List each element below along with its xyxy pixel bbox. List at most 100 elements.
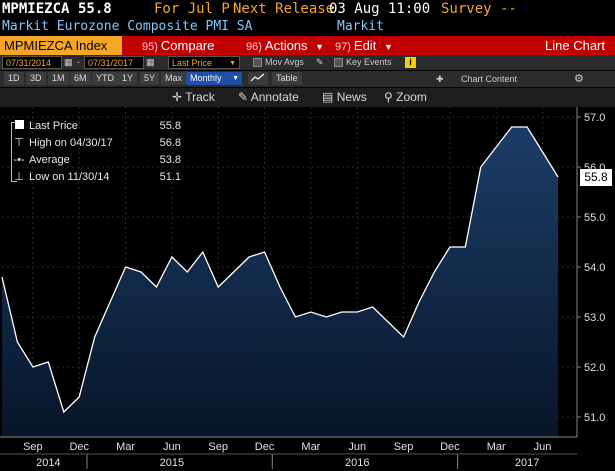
pencil-icon[interactable]: ✎ bbox=[316, 57, 324, 67]
x-tick-label: Mar bbox=[116, 441, 135, 453]
legend-last-row: Last Price 55.8 bbox=[11, 118, 181, 135]
period-button-3d[interactable]: 3D bbox=[26, 72, 46, 85]
y-tick-label: 55.0 bbox=[584, 212, 605, 224]
legend-high-value: 56.8 bbox=[159, 137, 181, 149]
news-tool[interactable]: ▤ News bbox=[322, 88, 367, 107]
last-price-tag: 55.8 bbox=[580, 168, 612, 186]
actions-button[interactable]: 96) Actions ▼ bbox=[242, 36, 328, 55]
next-release-date: 03 Aug 11:00 bbox=[329, 1, 431, 17]
year-label: 2015 bbox=[160, 457, 184, 469]
header-row-2: Markit Eurozone Composite PMI SA Markit bbox=[0, 18, 615, 35]
tools-toolbar: ✛ Track ✎ Annotate ▤ News ⚲ Zoom bbox=[0, 88, 615, 107]
actions-label: Actions bbox=[264, 38, 308, 53]
period-button-ytd[interactable]: YTD bbox=[92, 72, 118, 85]
y-tick-label: 52.0 bbox=[584, 362, 605, 374]
chart-area[interactable]: 51.052.053.054.055.056.057.0 SepDecMarJu… bbox=[0, 107, 615, 471]
period-button-6m[interactable]: 6M bbox=[70, 72, 91, 85]
chevron-down-icon: ▼ bbox=[232, 75, 239, 82]
year-label: 2016 bbox=[345, 457, 369, 469]
period-button-1m[interactable]: 1M bbox=[48, 72, 69, 85]
x-tick-label: Mar bbox=[487, 441, 506, 453]
description: Markit Eurozone Composite PMI SA bbox=[2, 19, 253, 34]
last-value: 55.8 bbox=[78, 1, 112, 17]
legend-average-value: 53.8 bbox=[159, 154, 181, 166]
period-button-max[interactable]: Max bbox=[161, 72, 187, 85]
magnifier-icon: ⚲ bbox=[384, 90, 393, 104]
y-tick-label: 53.0 bbox=[584, 312, 605, 324]
mov-avgs-label: Mov Avgs bbox=[265, 57, 304, 67]
frequency-select[interactable]: Monthly ▼ bbox=[186, 72, 242, 85]
key-events-checkbox[interactable] bbox=[334, 58, 343, 67]
chart-content-label[interactable]: Chart Content bbox=[461, 74, 518, 84]
edit-button[interactable]: 97) Edit ▼ bbox=[331, 36, 397, 55]
annotate-tool[interactable]: ✎ Annotate bbox=[238, 88, 299, 107]
period-label: For Jul P bbox=[154, 1, 230, 17]
key-events-label: Key Events bbox=[346, 57, 392, 67]
zoom-tool[interactable]: ⚲ Zoom bbox=[384, 88, 427, 107]
x-tick-label: Dec bbox=[440, 441, 460, 453]
y-tick-label: 54.0 bbox=[584, 262, 605, 274]
low-marker-icon: ⊥ bbox=[14, 171, 24, 183]
legend-low-row: ⊥ Low on 11/30/14 51.1 bbox=[11, 169, 181, 186]
legend-high-row: ⊤ High on 04/30/17 56.8 bbox=[11, 135, 181, 152]
track-tool[interactable]: ✛ Track bbox=[172, 88, 215, 107]
period-button-1d[interactable]: 1D bbox=[4, 72, 24, 85]
x-tick-label: Sep bbox=[394, 441, 414, 453]
date-toolbar: 07/31/2014 ▦ - 07/31/2017 ▦ Last Price ▼… bbox=[0, 55, 615, 70]
chevron-down-icon: ▼ bbox=[229, 60, 236, 67]
y-axis: 51.052.053.054.055.056.057.0 bbox=[576, 107, 605, 437]
y-tick-label: 57.0 bbox=[584, 112, 605, 124]
calendar-icon[interactable]: ▦ bbox=[146, 57, 155, 67]
chevron-down-icon: ▼ bbox=[383, 42, 393, 52]
x-tick-label: Sep bbox=[208, 441, 228, 453]
chart-content-icon[interactable]: ✚ bbox=[436, 74, 444, 84]
legend-bracket bbox=[11, 122, 17, 182]
period-button-1y[interactable]: 1Y bbox=[118, 72, 138, 85]
command-bar: MPMIEZCA Index 95) Compare 96) Actions ▼ 9… bbox=[0, 36, 615, 55]
period-toolbar: 1D 3D 1M 6M YTD 1Y 5Y Max Monthly ▼ Tabl… bbox=[0, 71, 615, 87]
legend-average-label: Average bbox=[29, 154, 70, 166]
actions-number: 96) bbox=[246, 41, 262, 53]
series-line bbox=[1, 126, 559, 414]
date-separator: - bbox=[77, 57, 80, 67]
survey-label: Survey -- bbox=[441, 1, 517, 17]
field-select-label: Last Price bbox=[172, 58, 213, 68]
table-button[interactable]: Table bbox=[272, 72, 302, 85]
info-icon[interactable]: i bbox=[405, 57, 416, 68]
legend-last-value: 55.8 bbox=[159, 120, 181, 132]
legend-low-label: Low on 11/30/14 bbox=[29, 171, 110, 183]
legend-last-label: Last Price bbox=[29, 120, 78, 132]
year-label: 2014 bbox=[36, 457, 60, 469]
x-tick-label: Dec bbox=[255, 441, 275, 453]
legend-high-label: High on 04/30/17 bbox=[29, 137, 113, 149]
mov-avgs-checkbox[interactable] bbox=[253, 58, 262, 67]
edit-label: Edit bbox=[353, 38, 377, 53]
compare-button[interactable]: 95) Compare bbox=[138, 36, 218, 55]
field-select[interactable]: Last Price ▼ bbox=[168, 56, 240, 69]
edit-number: 97) bbox=[335, 41, 351, 53]
square-icon bbox=[13, 118, 25, 135]
chart-type-label: Line Chart bbox=[545, 38, 605, 53]
x-tick-label: Mar bbox=[301, 441, 320, 453]
end-date-field[interactable]: 07/31/2017 bbox=[84, 56, 144, 69]
news-icon: ▤ bbox=[322, 90, 334, 104]
x-tick-label: Jun bbox=[534, 441, 552, 453]
source: Markit bbox=[337, 19, 384, 34]
high-marker-icon: ⊤ bbox=[14, 137, 24, 149]
compare-label: Compare bbox=[160, 38, 215, 53]
start-date-field[interactable]: 07/31/2014 bbox=[2, 56, 62, 69]
next-release-label: Next Release bbox=[233, 1, 335, 17]
track-label: Track bbox=[185, 90, 215, 104]
x-tick-label: Jun bbox=[348, 441, 366, 453]
legend: Last Price 55.8 ⊤ High on 04/30/17 56.8 … bbox=[11, 118, 181, 186]
calendar-icon[interactable]: ▦ bbox=[64, 57, 73, 67]
ticker: MPMIEZCA bbox=[2, 1, 70, 17]
period-button-5y[interactable]: 5Y bbox=[140, 72, 160, 85]
x-tick-label: Jun bbox=[163, 441, 181, 453]
news-label: News bbox=[336, 90, 367, 104]
legend-average-row: -•- Average 53.8 bbox=[11, 152, 181, 169]
security-field[interactable]: MPMIEZCA Index bbox=[0, 36, 122, 55]
gear-icon[interactable]: ⚙ bbox=[574, 73, 584, 85]
chart-view-icon[interactable] bbox=[248, 72, 268, 85]
x-tick-label: Sep bbox=[23, 441, 43, 453]
